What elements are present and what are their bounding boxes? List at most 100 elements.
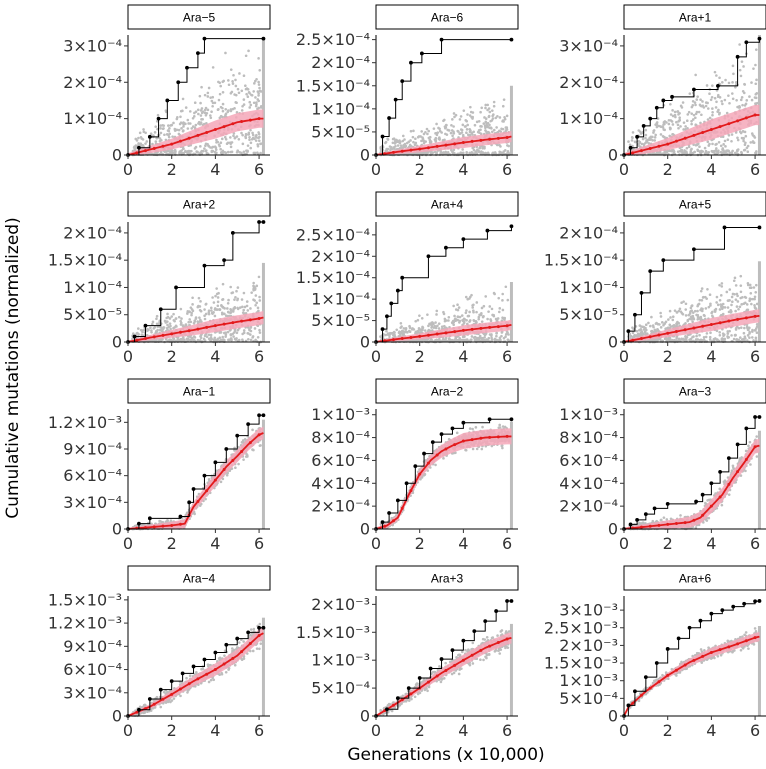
simulated-point: [181, 129, 185, 133]
simulated-point: [159, 131, 163, 135]
simulated-point: [156, 328, 159, 332]
simulated-point: [244, 455, 248, 458]
simulated-point: [487, 310, 490, 313]
simulated-mean-point: [701, 130, 705, 134]
simulated-point: [748, 286, 752, 290]
simulated-point: [468, 310, 471, 314]
observed-point: [261, 220, 266, 224]
observed-point: [143, 323, 148, 328]
simulated-point: [200, 149, 204, 153]
simulated-mean-point: [178, 330, 182, 334]
simulated-point: [426, 313, 429, 316]
simulated-mean-point: [674, 139, 678, 143]
simulated-point: [715, 147, 718, 150]
simulated-point: [475, 310, 478, 314]
simulated-point: [198, 94, 202, 98]
simulated-point: [728, 101, 731, 105]
simulated-point: [663, 128, 666, 132]
simulated-point: [480, 320, 484, 323]
simulated-point: [669, 316, 672, 319]
simulated-point: [403, 142, 407, 146]
simulated-point: [730, 139, 733, 143]
observed-point: [213, 460, 218, 465]
simulated-point: [708, 338, 712, 341]
simulated-point: [711, 113, 714, 117]
simulated-point: [184, 323, 188, 326]
simulated-mean-point: [152, 146, 156, 150]
simulated-point: [732, 279, 736, 283]
y-tick-label: 1.2×10⁻³: [48, 413, 122, 432]
simulated-point: [406, 331, 409, 334]
simulated-point: [199, 145, 202, 148]
simulated-point: [195, 150, 198, 153]
simulated-point: [656, 117, 660, 120]
simulated-point: [168, 127, 171, 130]
simulated-points: [131, 427, 263, 531]
simulated-mean-point: [391, 150, 395, 154]
y-axis-title: Cumulative mutations (normalized): [3, 217, 23, 518]
simulated-point: [254, 139, 258, 142]
simulated-mean-point: [435, 332, 439, 336]
simulated-point: [246, 331, 250, 335]
simulated-point: [728, 288, 732, 291]
simulated-point: [470, 115, 473, 119]
simulated-point: [468, 127, 472, 131]
simulated-point: [669, 113, 673, 116]
y-tick-label: 2×10⁻⁴: [63, 73, 122, 92]
simulated-mean-point: [488, 137, 492, 141]
simulated-point: [214, 148, 218, 151]
x-tick-label: 2: [167, 347, 177, 366]
simulated-point: [710, 95, 714, 99]
simulated-point: [741, 103, 744, 107]
simulated-point: [235, 135, 239, 138]
simulated-point: [477, 150, 481, 154]
observed-step-line: [376, 39, 512, 156]
simulated-point: [209, 306, 213, 310]
simulated-point: [506, 298, 510, 302]
simulated-point: [159, 124, 162, 127]
simulated-point: [746, 308, 750, 312]
simulated-point: [690, 122, 693, 126]
simulated-point: [139, 142, 143, 145]
simulated-point: [456, 303, 459, 307]
observed-point: [716, 84, 720, 88]
simulated-point: [642, 328, 646, 331]
simulated-point: [638, 130, 642, 134]
simulated-point: [695, 110, 699, 114]
simulated-point: [460, 314, 464, 317]
simulated-mean-point: [391, 338, 395, 342]
simulated-point: [199, 300, 202, 303]
simulated-point: [209, 116, 213, 120]
simulated-point: [235, 289, 238, 293]
simulated-point: [706, 140, 710, 144]
simulated-point: [715, 301, 718, 304]
simulated-point: [410, 328, 414, 331]
simulated-point: [219, 84, 222, 88]
simulated-point: [650, 330, 653, 333]
simulated-point: [211, 101, 215, 105]
simulated-point: [696, 309, 699, 313]
simulated-point: [718, 308, 722, 311]
simulated-mean-point: [257, 117, 261, 121]
simulated-point: [498, 143, 501, 147]
simulated-point: [498, 338, 502, 342]
simulated-point: [452, 112, 456, 115]
simulated-band: [128, 109, 264, 155]
simulated-point: [137, 327, 140, 330]
simulated-point: [242, 98, 246, 101]
simulated-point: [137, 136, 140, 140]
simulated-point: [682, 337, 685, 341]
simulated-point: [711, 111, 714, 114]
simulated-point: [730, 310, 733, 313]
simulated-point: [478, 313, 481, 317]
simulated-point: [242, 291, 246, 295]
x-tick-label: 0: [619, 160, 629, 179]
simulated-point: [718, 298, 722, 302]
simulated-point: [677, 126, 680, 130]
simulated-point: [685, 150, 688, 154]
simulated-point: [715, 100, 718, 104]
simulated-mean-point: [400, 149, 404, 153]
simulated-point: [169, 338, 173, 342]
simulated-point: [258, 295, 261, 299]
simulated-point: [247, 337, 250, 341]
